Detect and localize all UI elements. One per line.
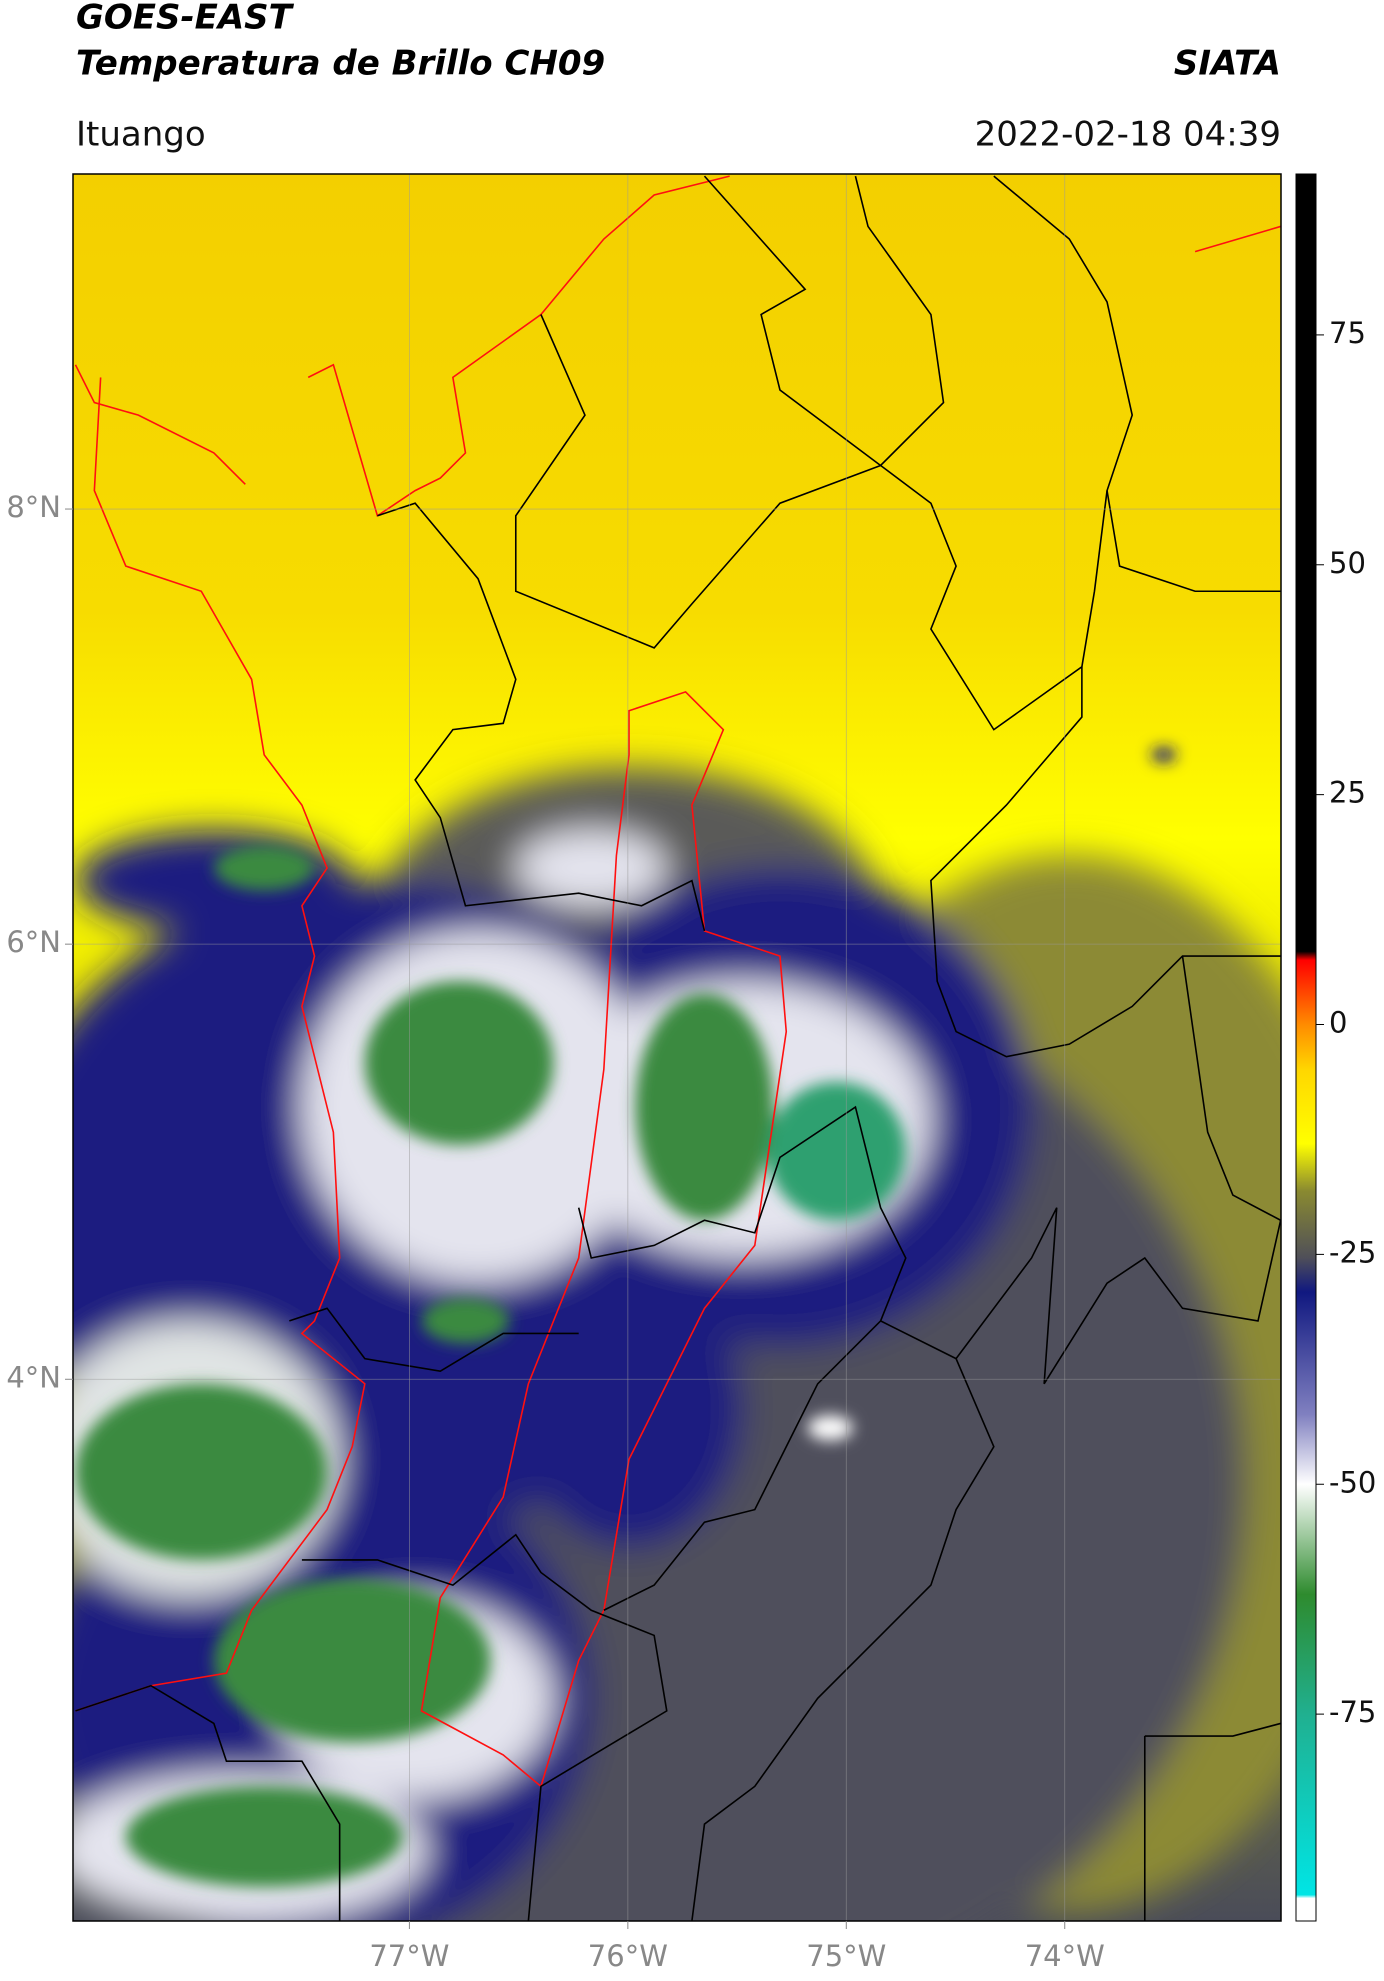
colorbar-tick-label: 75 bbox=[1329, 316, 1366, 350]
colorbar-tick-label: 50 bbox=[1329, 546, 1366, 580]
subtitle: Temperatura de Brillo CH09 bbox=[76, 44, 605, 84]
colorbar-tick-label: -25 bbox=[1329, 1235, 1376, 1269]
lat-tick-label: 6°N bbox=[6, 925, 61, 959]
datetime: 2022-02-18 04:39 bbox=[975, 115, 1281, 155]
colorbar-tick-label: -75 bbox=[1329, 1695, 1376, 1729]
colorbar-tick-label: -50 bbox=[1329, 1465, 1376, 1499]
satellite-image bbox=[73, 174, 1281, 1921]
lon-tick-label: 77°W bbox=[369, 1939, 449, 1973]
map-frame bbox=[72, 173, 1282, 1922]
lat-tick-label: 4°N bbox=[6, 1360, 61, 1394]
lon-tick-label: 76°W bbox=[588, 1939, 668, 1973]
source: SIATA bbox=[1174, 44, 1281, 84]
title: GOES-EAST bbox=[76, 0, 295, 38]
lon-tick-label: 74°W bbox=[1025, 1939, 1105, 1973]
colorbar bbox=[1295, 173, 1317, 1922]
lon-tick-label: 75°W bbox=[806, 1939, 886, 1973]
colorbar-tick-label: 25 bbox=[1329, 776, 1366, 810]
colorbar-tick-label: 0 bbox=[1329, 1006, 1347, 1040]
location: Ituango bbox=[76, 115, 206, 155]
lat-tick-label: 8°N bbox=[6, 490, 61, 524]
